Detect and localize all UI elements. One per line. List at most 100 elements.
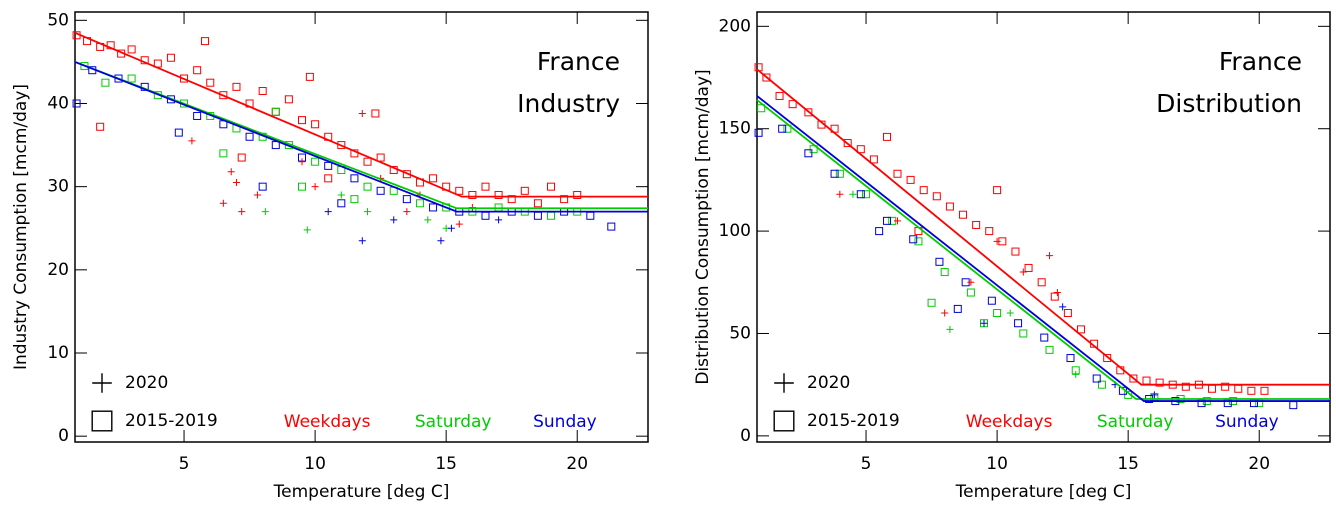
- x-axis-label: Temperature [deg C]: [273, 482, 450, 502]
- plus-point: [424, 216, 432, 224]
- square-point: [1129, 374, 1138, 383]
- square-point: [932, 192, 941, 201]
- square-point: [533, 211, 542, 220]
- y-axis-label: Distribution Consumption [mcm/day]: [693, 69, 713, 384]
- y-tick-label: 200: [719, 16, 751, 36]
- legend-group: Sunday: [1215, 412, 1279, 432]
- square-point: [324, 174, 333, 183]
- square-point: [945, 202, 954, 211]
- plus-point: [946, 325, 954, 333]
- fit-line: [756, 95, 1330, 402]
- square-point: [494, 190, 503, 199]
- square-point: [804, 149, 813, 158]
- x-tick-label: 15: [1117, 454, 1139, 474]
- fit-line: [74, 31, 648, 198]
- square-point: [402, 195, 411, 204]
- square-point: [1221, 382, 1230, 391]
- square-point: [856, 190, 865, 199]
- square-point: [909, 235, 918, 244]
- y-tick-label: 30: [47, 177, 69, 197]
- square-point: [415, 199, 424, 208]
- plus-point: [1019, 268, 1027, 276]
- square-point: [1066, 354, 1075, 363]
- square-point: [72, 99, 81, 108]
- plus-point: [1059, 303, 1067, 311]
- y-tick-label: 50: [47, 10, 69, 30]
- plus-point: [253, 191, 261, 199]
- y-tick-label: 10: [47, 343, 69, 363]
- plus-point: [1053, 289, 1061, 297]
- plus-point: [261, 208, 269, 216]
- square-point: [481, 211, 490, 220]
- square-point: [547, 211, 556, 220]
- square-point: [1260, 386, 1269, 395]
- y-tick-label: 0: [58, 426, 69, 446]
- x-tick-label: 10: [986, 454, 1008, 474]
- legend-label: 2020: [807, 373, 850, 393]
- square-point: [481, 182, 490, 191]
- square-point: [520, 186, 529, 195]
- square-point: [1063, 309, 1072, 317]
- square-point: [1014, 319, 1023, 328]
- square-point: [468, 190, 477, 199]
- legend-label: 2015-2019: [125, 411, 218, 431]
- square-point: [856, 145, 865, 154]
- square-point: [1181, 382, 1190, 391]
- plot-frame: [74, 11, 649, 443]
- annotation: Distribution: [1156, 89, 1302, 118]
- square-point: [914, 237, 923, 246]
- square-point: [1019, 329, 1028, 338]
- square-point: [835, 169, 844, 178]
- plus-point: [232, 179, 240, 187]
- square-point: [271, 107, 280, 116]
- plus-point: [324, 208, 332, 216]
- plus-point: [980, 319, 988, 327]
- legend-marker: [91, 410, 113, 432]
- square-point: [547, 182, 556, 191]
- square-point: [219, 91, 228, 100]
- square-point: [783, 124, 792, 133]
- square-point: [337, 199, 346, 208]
- plus-point: [390, 216, 398, 224]
- plus-point: [219, 199, 227, 207]
- square-point: [778, 124, 787, 133]
- square-point: [607, 222, 616, 231]
- legend-group: Weekdays: [284, 412, 371, 432]
- square-point: [757, 104, 766, 113]
- square-point: [883, 216, 892, 225]
- square-point: [206, 78, 215, 87]
- square-point: [919, 186, 928, 195]
- square-point: [1092, 374, 1101, 383]
- annotation: France: [537, 47, 620, 76]
- fit-line: [74, 61, 648, 213]
- plus-point: [447, 224, 455, 232]
- legend-label: 2015-2019: [807, 411, 900, 431]
- square-point: [324, 161, 333, 170]
- square-point: [1103, 354, 1112, 363]
- plus-point: [455, 220, 463, 228]
- y-tick-label: 0: [740, 426, 751, 446]
- square-point: [927, 298, 936, 307]
- square-point: [972, 220, 981, 229]
- square-point: [830, 169, 839, 178]
- square-point: [1037, 278, 1046, 287]
- square-point: [788, 100, 797, 109]
- square-point: [1011, 247, 1020, 256]
- legend-marker: [774, 373, 794, 393]
- square-point: [363, 157, 372, 166]
- plus-point: [849, 190, 857, 198]
- plus-point: [337, 191, 345, 199]
- square-point: [993, 309, 1002, 317]
- square-point: [350, 174, 359, 183]
- square-point: [284, 95, 293, 104]
- square-point: [245, 132, 254, 141]
- plus-point: [298, 158, 306, 166]
- square-point: [311, 120, 320, 129]
- square-point: [1247, 386, 1256, 395]
- x-tick-label: 5: [179, 454, 190, 474]
- square-point: [237, 153, 246, 162]
- square-point: [1234, 384, 1243, 393]
- square-point: [180, 74, 189, 83]
- square-point: [305, 72, 314, 81]
